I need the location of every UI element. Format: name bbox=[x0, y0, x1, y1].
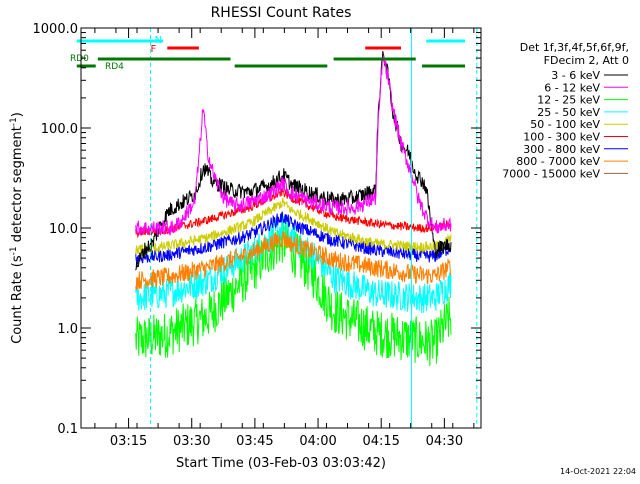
series-line-800-7000-kev bbox=[135, 231, 451, 290]
chart-title: RHESSI Count Rates bbox=[211, 5, 352, 21]
y-axis-label: Count Rate (s-1 detector segment-1) bbox=[9, 112, 25, 344]
annotation-f: F bbox=[150, 44, 156, 55]
legend-header-line-1: Det 1f,3f,4f,5f,6f,9f, bbox=[520, 41, 629, 54]
series-line-300-800-kev bbox=[135, 211, 452, 265]
footer-timestamp: 14-Oct-2021 22:04 bbox=[560, 467, 636, 476]
legend-label-2: 6 - 12 keV bbox=[544, 81, 600, 94]
x-tick-label: 03:15 bbox=[110, 434, 147, 449]
axis-layer: 0.1 1.0 10.0 100.0 1000.0 03:15 03:30 03:45 04:0… bbox=[33, 22, 481, 449]
x-tick-label: 03:45 bbox=[236, 434, 273, 449]
legend-header-line-2: FDecim 2, Att 0 bbox=[544, 54, 629, 67]
series-line-50-100-kev bbox=[135, 197, 452, 255]
annotation-n: N bbox=[155, 35, 162, 46]
y-tick-label: 0.1 bbox=[57, 422, 78, 437]
legend-label-3: 12 - 25 keV bbox=[537, 94, 600, 107]
series-line-100-300-kev bbox=[135, 188, 452, 239]
x-tick-label: 03:30 bbox=[173, 434, 210, 449]
y-tick-label: 10.0 bbox=[49, 222, 78, 237]
legend-label-6: 100 - 300 keV bbox=[523, 131, 600, 144]
annotation-rd4: RD4 bbox=[105, 62, 124, 72]
data-layer bbox=[135, 51, 452, 367]
series-line-25-50-kev bbox=[135, 215, 452, 314]
y-tick-label: 100.0 bbox=[41, 122, 78, 137]
legend-label-8: 800 - 7000 keV bbox=[516, 155, 600, 168]
legend-label-1: 3 - 6 keV bbox=[551, 69, 600, 82]
x-tick-label: 04:00 bbox=[299, 434, 336, 449]
x-tick-label: 04:15 bbox=[362, 434, 399, 449]
series-line-6-12-kev bbox=[135, 55, 452, 236]
legend-label-9: 7000 - 15000 keV bbox=[502, 167, 600, 180]
x-axis-label: Start Time (03-Feb-03 03:03:42) bbox=[176, 456, 386, 471]
y-tick-label: 1.0 bbox=[57, 322, 78, 337]
legend-label-7: 300 - 800 keV bbox=[523, 143, 600, 156]
legend-label-5: 50 - 100 keV bbox=[530, 118, 600, 131]
annotation-rd0: RD0 bbox=[70, 54, 89, 64]
legend: Det 1f,3f,4f,5f,6f,9f, FDecim 2, Att 0 3… bbox=[502, 41, 629, 180]
legend-label-4: 25 - 50 keV bbox=[537, 106, 600, 119]
y-tick-label: 1000.0 bbox=[33, 22, 79, 37]
x-tick-label: 04:30 bbox=[426, 434, 463, 449]
